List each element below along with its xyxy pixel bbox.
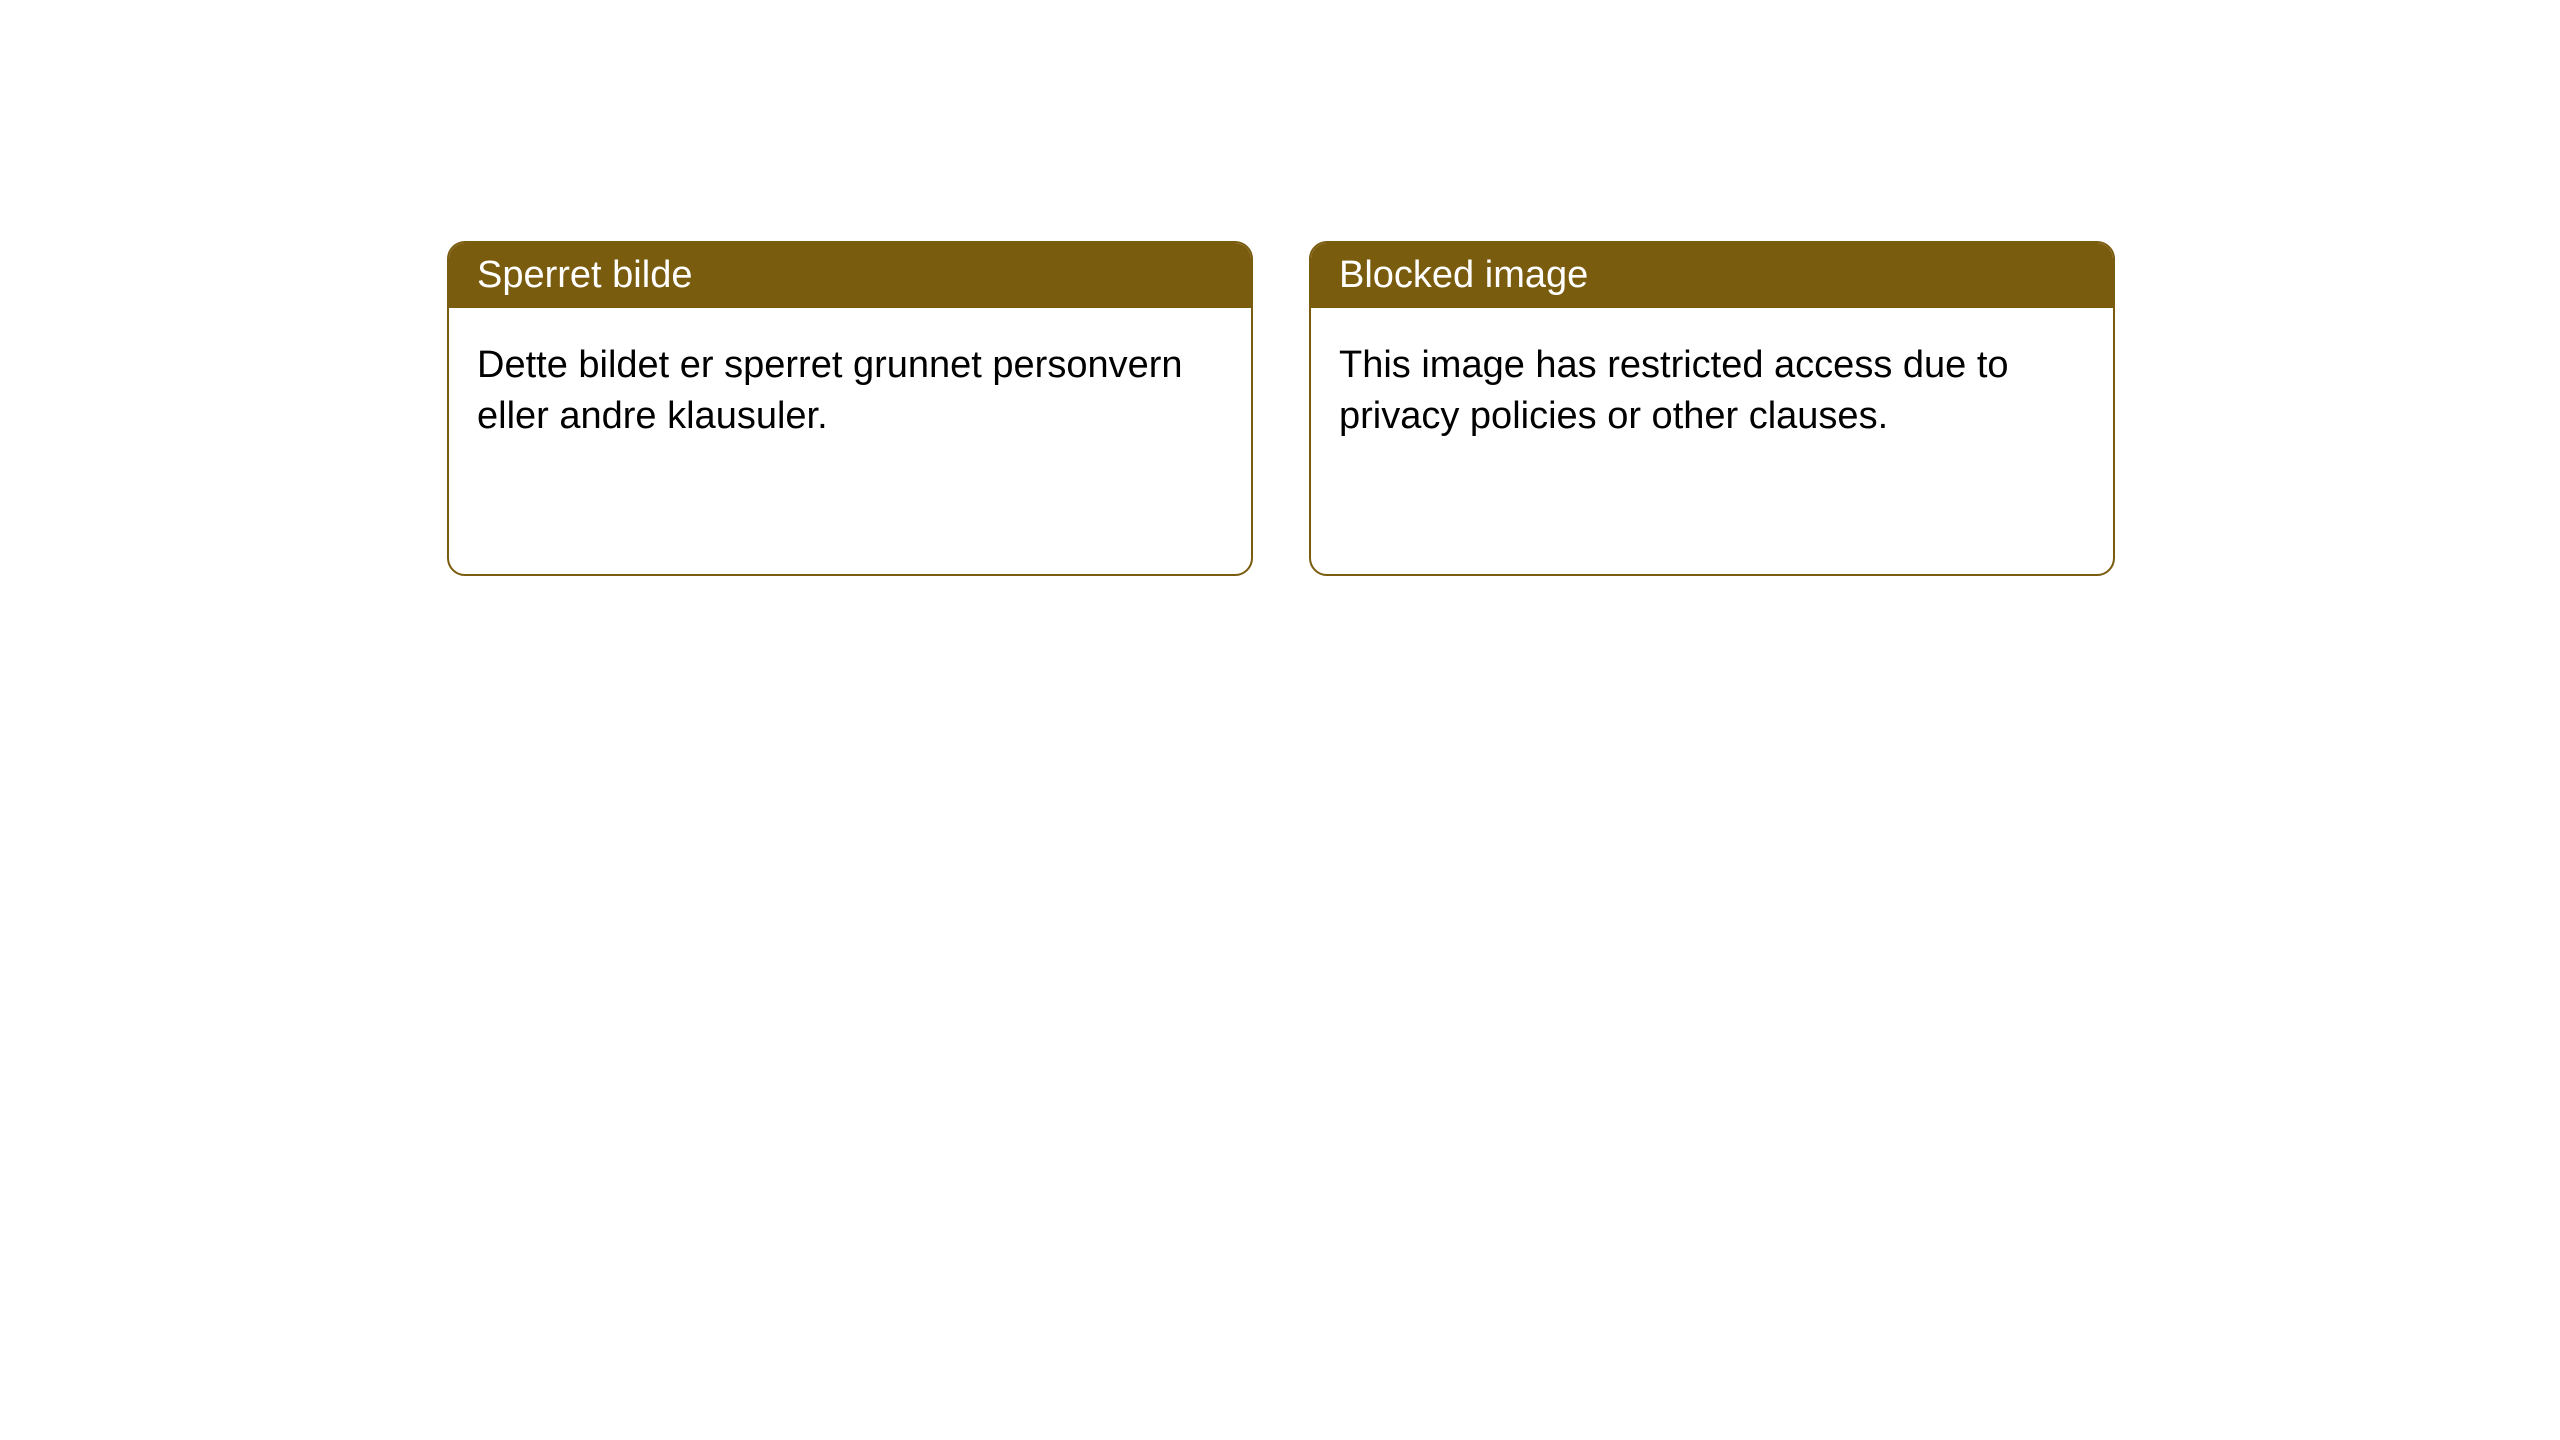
cards-container: Sperret bilde Dette bildet er sperret gr… bbox=[0, 0, 2560, 576]
card-title: Blocked image bbox=[1339, 254, 1588, 296]
card-title: Sperret bilde bbox=[477, 254, 692, 296]
card-body: This image has restricted access due to … bbox=[1311, 308, 2113, 475]
blocked-image-card-en: Blocked image This image has restricted … bbox=[1309, 241, 2115, 576]
blocked-image-card-no: Sperret bilde Dette bildet er sperret gr… bbox=[447, 241, 1253, 576]
card-header: Sperret bilde bbox=[449, 243, 1251, 308]
card-body: Dette bildet er sperret grunnet personve… bbox=[449, 308, 1251, 475]
card-header: Blocked image bbox=[1311, 243, 2113, 308]
card-body-text: Dette bildet er sperret grunnet personve… bbox=[477, 344, 1183, 437]
card-body-text: This image has restricted access due to … bbox=[1339, 344, 2009, 437]
